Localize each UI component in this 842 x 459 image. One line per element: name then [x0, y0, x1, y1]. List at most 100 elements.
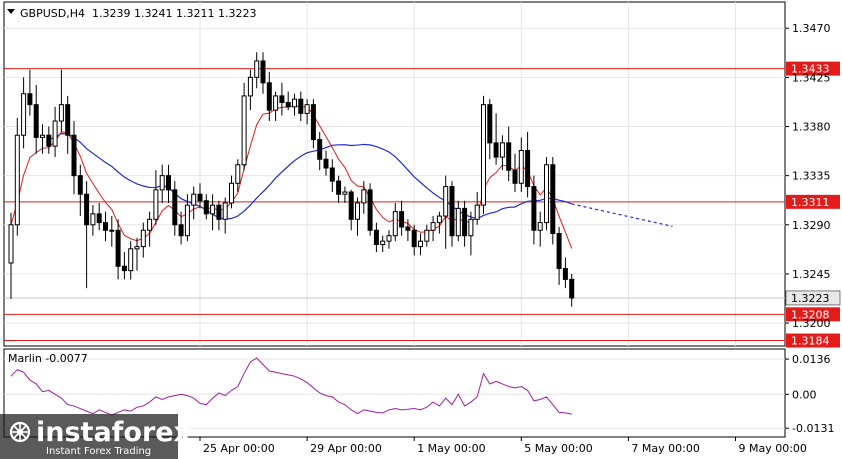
- price-panel: [3, 1, 786, 347]
- candle-bearish: [166, 175, 171, 191]
- time-tick-label: 1 May 00:00: [417, 442, 485, 455]
- candle-bullish: [159, 175, 165, 191]
- price-axis: 1.3470 1.3425 1.3380 1.3335 1.3290 1.3245 1.32…: [785, 22, 831, 330]
- candle-bearish: [531, 186, 537, 231]
- level-tag: [786, 333, 840, 348]
- logo-emblem-icon: [9, 421, 31, 443]
- candle-bullish: [254, 60, 260, 78]
- candle-bearish: [33, 104, 39, 138]
- candle-bearish: [178, 224, 184, 237]
- candle-bullish: [424, 229, 430, 242]
- candle-bearish: [266, 82, 272, 111]
- logo-background: [0, 414, 178, 459]
- indicator-tick-label: 0.00: [792, 388, 817, 401]
- candle-bullish: [52, 120, 58, 147]
- candle-bearish: [487, 104, 493, 144]
- logo-brand: instaforex: [36, 417, 191, 448]
- candle-bullish: [468, 218, 474, 237]
- candle-bullish: [386, 235, 392, 242]
- slow-ma-line: [48, 133, 572, 220]
- candle-bullish: [537, 222, 543, 231]
- candle-bullish: [392, 211, 398, 237]
- candle-bearish: [449, 186, 455, 237]
- candle-bullish: [481, 104, 486, 206]
- current-price-label: 1.3223: [791, 292, 830, 305]
- candle-bearish: [317, 139, 323, 160]
- candle-bearish: [96, 213, 102, 224]
- current-price-tag: [785, 290, 841, 306]
- candle-bearish: [121, 265, 127, 272]
- candle-bullish: [241, 95, 247, 166]
- time-tick-label: 29 Apr 00:00: [310, 442, 382, 455]
- level-tag-label: 1.3433: [791, 63, 830, 76]
- candle-bullish: [418, 240, 423, 248]
- level-tag: [786, 307, 840, 322]
- price-tick-label: 1.3200: [792, 317, 831, 330]
- candle-bullish: [544, 164, 549, 224]
- candle-bearish: [172, 189, 178, 226]
- candle-bearish: [77, 175, 83, 195]
- candles: [8, 52, 575, 307]
- candle-bullish: [140, 229, 146, 248]
- candle-bearish: [103, 222, 108, 231]
- candle-bullish: [474, 204, 480, 220]
- candle-bullish: [109, 229, 115, 232]
- indicator-tick-label: 0.0136: [792, 353, 831, 366]
- indicator-tick-label: -0.0131: [792, 422, 834, 435]
- price-tick-label: 1.3425: [792, 71, 831, 84]
- candle-bearish: [512, 169, 518, 184]
- candle-bearish: [216, 204, 222, 220]
- symbol-title: GBPUSD,H4: [20, 7, 85, 20]
- candle-bearish: [411, 229, 417, 248]
- candle-bullish: [235, 164, 241, 184]
- candle-bullish: [455, 207, 461, 237]
- candle-bearish: [348, 191, 354, 220]
- candle-bullish: [90, 213, 96, 226]
- candle-bearish: [323, 158, 329, 169]
- candle-bullish: [355, 202, 360, 220]
- marlin-oscillator: [10, 357, 572, 416]
- level-tag-label: 1.3184: [791, 335, 830, 348]
- candle-bearish: [525, 150, 531, 188]
- candle-bullish: [191, 193, 197, 206]
- candle-bullish: [430, 222, 436, 231]
- candle-bearish: [367, 189, 373, 231]
- time-tick-label: 9 May 00:00: [739, 442, 807, 455]
- candle-bullish: [380, 240, 386, 245]
- indicator-panel: [3, 348, 786, 438]
- time-tick-label: 5 May 00:00: [524, 442, 592, 455]
- candle-bearish: [562, 267, 568, 280]
- candle-bullish: [21, 93, 27, 136]
- candle-bullish: [58, 104, 64, 122]
- price-tick-label: 1.3335: [792, 170, 831, 183]
- candle-bullish: [436, 215, 442, 224]
- candle-bullish: [273, 95, 279, 111]
- dropdown-triangle-icon[interactable]: [7, 9, 15, 14]
- candle-bullish: [292, 98, 297, 108]
- indicator-axis: 0.0136 0.00 -0.0131: [785, 353, 834, 435]
- candle-bearish: [506, 142, 512, 171]
- candle-bearish: [285, 101, 291, 108]
- candle-bearish: [298, 98, 304, 114]
- time-axis: 25 Apr 00:00 29 Apr 00:00 1 May 00:00 5 May…: [199, 437, 807, 455]
- candle-bearish: [399, 211, 405, 228]
- price-tick-label: 1.3245: [792, 268, 831, 281]
- candle-bullish: [443, 186, 449, 217]
- candle-bullish: [14, 134, 20, 226]
- slow-moving-average: [48, 133, 673, 227]
- price-tick-label: 1.3380: [792, 120, 831, 133]
- candle-bullish: [147, 218, 153, 231]
- candle-bearish: [336, 180, 342, 195]
- candle-bearish: [493, 142, 499, 158]
- candle-bearish: [84, 193, 90, 226]
- instaforex-logo: instaforex Instant Forex Trading: [0, 414, 191, 459]
- time-tick-label: 7 May 00:00: [631, 442, 699, 455]
- candle-bearish: [405, 226, 411, 231]
- candle-bullish: [210, 204, 216, 215]
- candle-bearish: [569, 278, 575, 299]
- candle-bearish: [556, 233, 562, 269]
- candle-bearish: [203, 200, 209, 215]
- candle-bullish: [40, 134, 45, 138]
- candle-bullish: [247, 76, 253, 97]
